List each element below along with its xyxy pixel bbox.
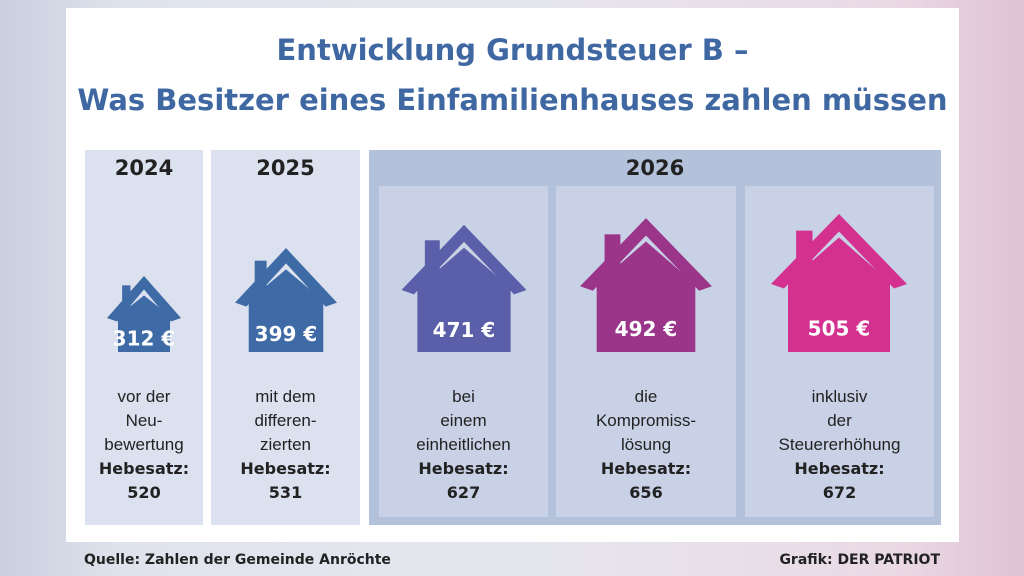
roof-icon [401, 224, 527, 295]
column-text-5: inklusiv der Steuererhöhung Hebesatz: 67… [745, 385, 934, 505]
house-body [788, 237, 890, 352]
description-line: vor der [117, 387, 171, 406]
house-body [248, 269, 324, 352]
hebesatz-label: Hebesatz: [98, 459, 190, 478]
graphic-credit: Grafik: DER PATRIOT [779, 552, 940, 568]
house-body [596, 241, 696, 352]
hebesatz-value: 672 [822, 483, 857, 502]
year-label-2026: 2026 [625, 156, 685, 180]
house-value-label: 505 € [808, 316, 871, 340]
year-label-2024: 2024 [114, 156, 174, 180]
description-line: einheitlichen [416, 435, 511, 454]
hebesatz-label: Hebesatz: [600, 459, 692, 478]
hebesatz-label: Hebesatz: [240, 459, 331, 478]
house-mark: 505 € [771, 214, 907, 352]
hebesatz-value: 520 [127, 483, 161, 502]
house-value-label: 471 € [433, 318, 496, 342]
column-text-3: bei einem einheitlichen Hebesatz: 627 [379, 385, 548, 505]
description-line: lösung [620, 435, 672, 454]
house-mark: 471 € [401, 224, 527, 352]
infographic-card: Entwicklung Grundsteuer B – Was Besitzer… [66, 8, 959, 542]
chart-subtitle: Was Besitzer eines Einfamilienhauses zah… [77, 83, 948, 117]
hebesatz-value: 656 [629, 483, 663, 502]
hebesatz-value: 627 [446, 483, 481, 502]
chart-title: Entwicklung Grundsteuer B – [276, 33, 749, 67]
house-mark: 492 € [580, 218, 712, 352]
house-value-label: 399 € [255, 322, 318, 346]
description-line: Neu- [125, 411, 163, 430]
house-value-label: 492 € [615, 317, 678, 341]
description-line: bei [452, 387, 475, 406]
house-value-label: 312 € [113, 327, 176, 351]
source-note: Quelle: Zahlen der Gemeinde Anröchte [84, 552, 391, 568]
house-body [417, 247, 511, 352]
house-body [118, 295, 170, 352]
hebesatz-value: 531 [268, 483, 303, 502]
description-line: mit dem [255, 387, 316, 406]
description-line: zierten [259, 435, 312, 454]
year-label-2025: 2025 [256, 156, 315, 180]
description-line: differen- [254, 411, 317, 430]
description-line: der [827, 411, 852, 430]
description-line: bewertung [104, 435, 184, 454]
hebesatz-label: Hebesatz: [794, 459, 885, 478]
hebesatz-label: Hebesatz: [418, 459, 509, 478]
house-mark: 399 € [235, 248, 337, 352]
roof-icon [580, 218, 712, 291]
description-line: inklusiv [811, 387, 868, 406]
house-chart: 312 € 399 € 471 € 492 € 505 € [107, 214, 907, 352]
house-mark: 312 € [107, 276, 181, 352]
description-line: Steuererhöhung [778, 435, 901, 454]
roof-icon [235, 248, 337, 307]
description-line: Kompromiss- [595, 411, 697, 430]
description-line: die [634, 387, 658, 406]
column-text-4: die Kompromiss- lösung Hebesatz: 656 [556, 385, 736, 505]
column-text-2: mit dem differen- zierten Hebesatz: 531 [211, 385, 360, 505]
description-line: einem [440, 411, 487, 430]
column-text-1: vor der Neu- bewertung Hebesatz: 520 [65, 385, 223, 505]
roof-icon [771, 214, 907, 289]
